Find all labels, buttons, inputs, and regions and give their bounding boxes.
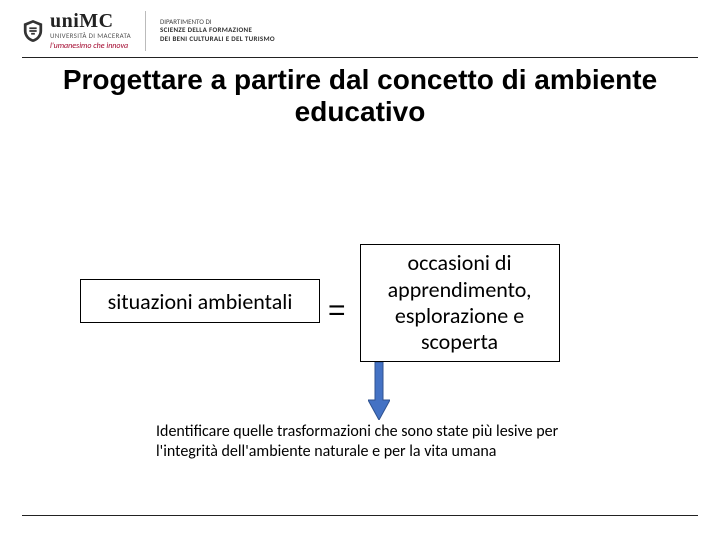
university-subtitle: UNIVERSITÀ DI MACERATA: [50, 31, 131, 40]
dept-line2: DEI BENI CULTURALI E DEL TURISMO: [160, 35, 275, 43]
university-name: uniMC: [50, 10, 131, 33]
down-arrow-icon: [368, 362, 390, 420]
slide-title: Progettare a partire dal concetto di amb…: [40, 64, 680, 128]
university-crest-icon: [22, 19, 44, 43]
description-text: Identificare quelle trasformazioni che s…: [156, 422, 560, 462]
header-divider: [145, 11, 146, 51]
equals-sign: =: [328, 294, 346, 328]
footer-rule: [22, 515, 698, 516]
box-occasioni: occasioni di apprendimento, esplorazione…: [360, 244, 560, 362]
diagram-row: situazioni ambientali = occasioni di app…: [80, 240, 560, 362]
box-situazioni: situazioni ambientali: [80, 279, 320, 323]
department-block: DIPARTIMENTO DI SCIENZE DELLA FORMAZIONE…: [160, 18, 275, 43]
header-rule: [22, 57, 698, 58]
university-tagline: l'umanesimo che innova: [50, 41, 131, 51]
slide-header: uniMC UNIVERSITÀ DI MACERATA l'umanesimo…: [0, 0, 720, 57]
logo-block: uniMC UNIVERSITÀ DI MACERATA l'umanesimo…: [22, 10, 131, 51]
